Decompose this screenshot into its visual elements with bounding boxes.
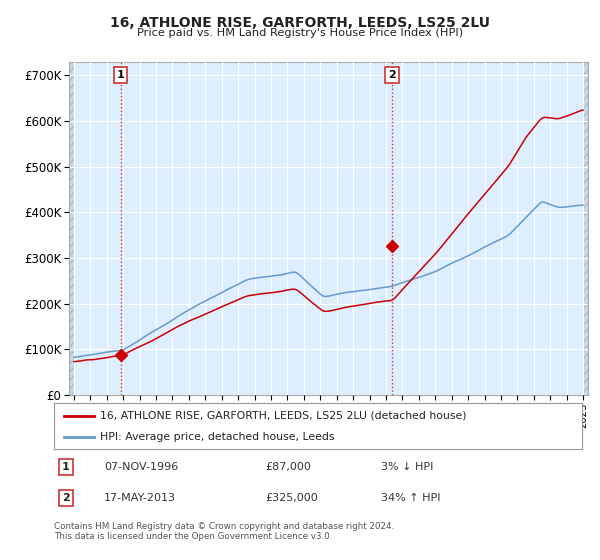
Text: 1: 1 xyxy=(117,70,125,80)
Text: Price paid vs. HM Land Registry's House Price Index (HPI): Price paid vs. HM Land Registry's House … xyxy=(137,28,463,38)
Text: 3% ↓ HPI: 3% ↓ HPI xyxy=(382,462,434,472)
Text: £87,000: £87,000 xyxy=(265,462,311,472)
Text: Contains HM Land Registry data © Crown copyright and database right 2024.
This d: Contains HM Land Registry data © Crown c… xyxy=(54,522,394,542)
Text: 34% ↑ HPI: 34% ↑ HPI xyxy=(382,493,441,503)
Text: 16, ATHLONE RISE, GARFORTH, LEEDS, LS25 2LU (detached house): 16, ATHLONE RISE, GARFORTH, LEEDS, LS25 … xyxy=(100,410,467,421)
Text: 07-NOV-1996: 07-NOV-1996 xyxy=(104,462,178,472)
Text: 17-MAY-2013: 17-MAY-2013 xyxy=(104,493,176,503)
Bar xyxy=(583,62,588,395)
Text: 2: 2 xyxy=(62,493,70,503)
Text: 2: 2 xyxy=(388,70,396,80)
Bar xyxy=(69,62,74,395)
Text: 16, ATHLONE RISE, GARFORTH, LEEDS, LS25 2LU: 16, ATHLONE RISE, GARFORTH, LEEDS, LS25 … xyxy=(110,16,490,30)
Text: 1: 1 xyxy=(62,462,70,472)
Text: HPI: Average price, detached house, Leeds: HPI: Average price, detached house, Leed… xyxy=(100,432,335,442)
Text: £325,000: £325,000 xyxy=(265,493,318,503)
